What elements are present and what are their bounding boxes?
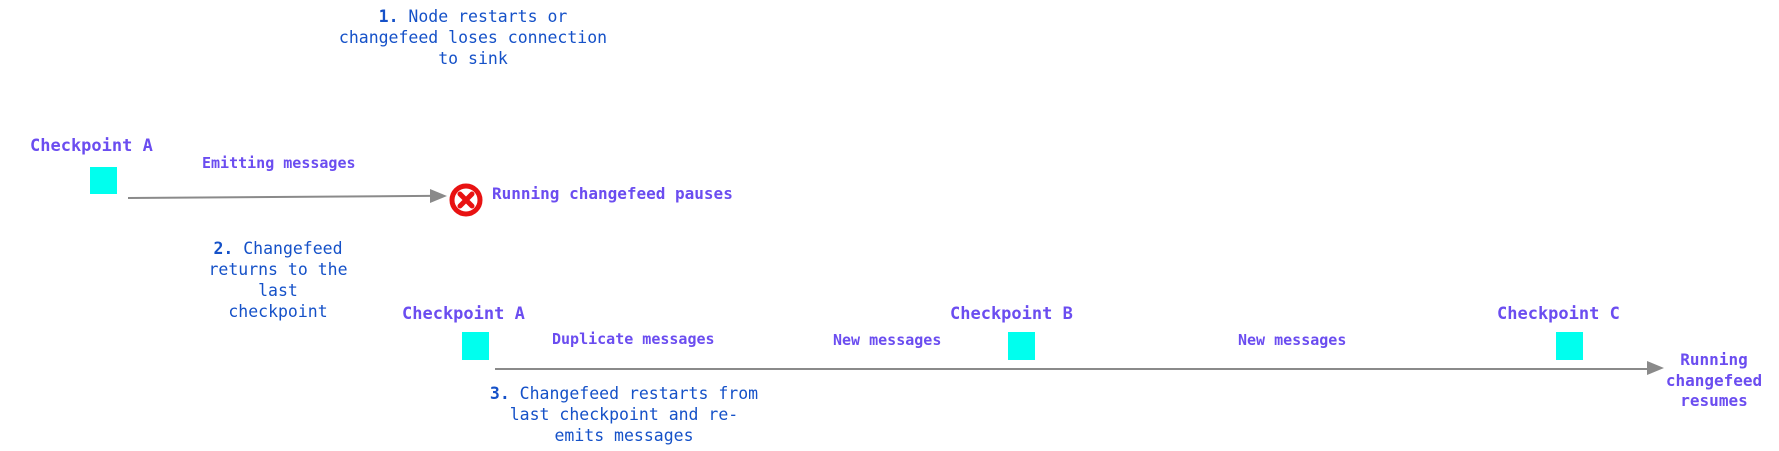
circle-x-icon	[449, 183, 483, 217]
resume-label-line: resumes	[1680, 391, 1748, 410]
annotation-line: returns to the	[208, 260, 348, 279]
timeline2-arrow-line	[495, 368, 1647, 370]
annotation-step-3: 3. Changefeed restarts from last checkpoi…	[474, 383, 774, 446]
annotation-step-1: 1. Node restarts or changefeed loses conn…	[313, 6, 633, 69]
step-number: 2.	[213, 239, 234, 258]
checkpoint-a-label-timeline2: Checkpoint A	[402, 304, 525, 324]
timeline1-arrow-head	[430, 189, 447, 203]
annotation-step-2: 2. Changefeed returns to the last checkpo…	[148, 238, 408, 322]
annotation-line: 1. Node restarts or	[313, 6, 633, 27]
checkpoint-a-marker-timeline1	[90, 167, 117, 194]
annotation-line: 2. Changefeed	[148, 238, 408, 259]
checkpoint-b-label: Checkpoint B	[950, 304, 1073, 324]
emitting-messages-label: Emitting messages	[202, 154, 356, 172]
annotation-line: last	[258, 281, 298, 300]
timeline1-arrow-line	[127, 194, 430, 199]
annotation-line: last checkpoint and re-	[509, 405, 739, 424]
annotation-text: Changefeed	[243, 239, 343, 258]
timeline2-arrow-head	[1647, 361, 1664, 375]
running-changefeed-pauses-label: Running changefeed pauses	[492, 184, 733, 203]
annotation-text: Changefeed restarts from	[519, 384, 759, 403]
step-number: 1.	[378, 7, 399, 26]
new-messages-label-1: New messages	[833, 331, 942, 349]
resume-label-line: Running	[1680, 350, 1748, 369]
checkpoint-c-label: Checkpoint C	[1497, 304, 1620, 324]
resume-label-line: changefeed	[1665, 370, 1763, 390]
running-changefeed-resumes-label: Running changefeed resumes	[1658, 350, 1770, 412]
checkpoint-a-label-timeline1: Checkpoint A	[30, 136, 153, 156]
duplicate-messages-label: Duplicate messages	[552, 330, 715, 348]
annotation-line: changefeed loses connection	[338, 28, 608, 47]
annotation-line: to sink	[438, 49, 508, 68]
annotation-text: Node restarts or	[408, 7, 568, 26]
new-messages-label-2: New messages	[1238, 331, 1347, 349]
checkpoint-a-marker-timeline2	[462, 332, 489, 360]
annotation-line: checkpoint	[228, 302, 328, 321]
annotation-line: 3. Changefeed restarts from	[474, 383, 774, 404]
annotation-line: emits messages	[554, 426, 694, 445]
step-number: 3.	[489, 384, 510, 403]
checkpoint-c-marker	[1556, 332, 1583, 360]
checkpoint-b-marker	[1008, 332, 1035, 360]
